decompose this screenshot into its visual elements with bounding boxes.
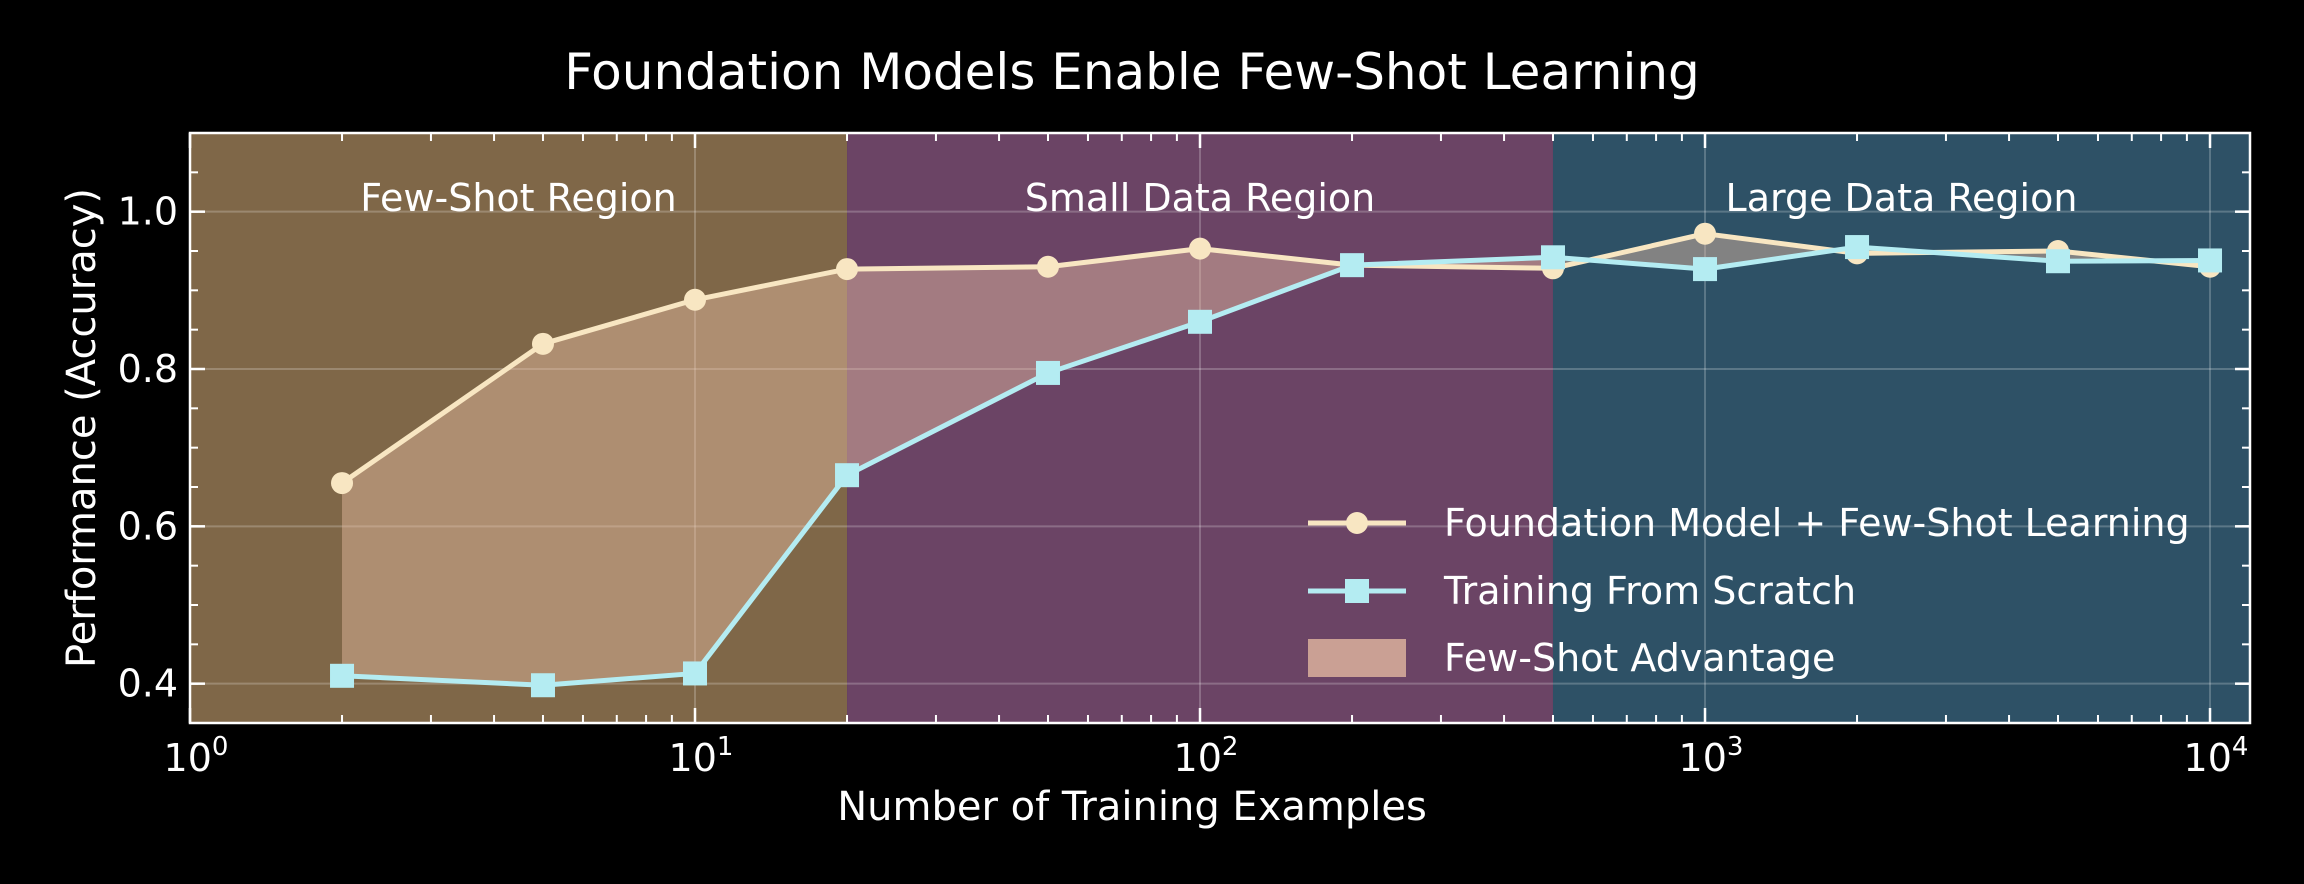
- chart-title: Foundation Models Enable Few-Shot Learni…: [564, 43, 1700, 101]
- x-tick-exponent: 4: [2232, 732, 2249, 762]
- y-axis-label: Performance (Accuracy): [59, 188, 105, 668]
- x-axis-label: Number of Training Examples: [837, 784, 1427, 830]
- region-label: Large Data Region: [1726, 176, 2078, 220]
- region-backgrounds: [190, 133, 2250, 723]
- training-from-scratch-point: [1845, 235, 1870, 260]
- legend-circle-marker: [1346, 512, 1368, 534]
- advantage-fill-layer: [342, 233, 2211, 686]
- x-tick-exponent: 3: [1727, 732, 1744, 762]
- training-from-scratch-point: [1340, 253, 1365, 278]
- foundation-model-point: [331, 472, 354, 495]
- x-tick-base: 10: [2184, 736, 2232, 780]
- foundation-model-point: [1694, 222, 1717, 245]
- legend-label: Few-Shot Advantage: [1444, 636, 1835, 680]
- region-band: [847, 133, 1553, 723]
- foundation-model-point: [531, 332, 554, 355]
- x-tick-label: 102: [1174, 732, 1239, 780]
- x-tick-label: 104: [2184, 732, 2249, 780]
- training-from-scratch-point: [530, 673, 555, 698]
- y-tick-label: 0.6: [118, 504, 178, 548]
- x-tick-label: 101: [669, 732, 734, 780]
- region-label-layer: Few-Shot Region Small Data Region Large Da…: [360, 176, 2077, 220]
- plot-border: [188, 131, 2252, 725]
- x-tick-base: 10: [669, 736, 717, 780]
- training-from-scratch-line: [341, 244, 2211, 688]
- legend-square-marker: [1345, 579, 1369, 603]
- region-label: Few-Shot Region: [360, 176, 676, 220]
- legend: Foundation Model + Few-Shot Learning Trai…: [1308, 501, 2190, 680]
- y-tick-label: 0.4: [118, 662, 178, 706]
- legend-fill-swatch: [1308, 639, 1406, 677]
- x-tick-base: 10: [164, 736, 212, 780]
- x-tick-label: 100: [164, 732, 229, 780]
- training-from-scratch-point: [2045, 249, 2070, 274]
- x-tick-base: 10: [1174, 736, 1222, 780]
- plot-frame: [188, 131, 2252, 725]
- training-from-scratch-point: [1035, 360, 1060, 385]
- x-tick-base: 10: [1679, 736, 1727, 780]
- foundation-model-point: [684, 288, 707, 311]
- series-layer: [330, 222, 2223, 698]
- x-tick-exponent: 1: [717, 732, 734, 762]
- training-from-scratch-point: [330, 663, 355, 688]
- few-shot-advantage-fill: [342, 233, 2211, 686]
- legend-label: Training From Scratch: [1443, 569, 1856, 613]
- x-tick-exponent: 2: [1222, 732, 1239, 762]
- training-from-scratch-point: [835, 463, 860, 488]
- x-tick-exponent: 0: [212, 732, 229, 762]
- y-tick-label: 1.0: [118, 190, 178, 234]
- foundation-model-point: [836, 258, 859, 281]
- training-from-scratch-point: [1188, 309, 1213, 334]
- region-label: Small Data Region: [1025, 176, 1376, 220]
- foundation-model-point: [1189, 237, 1212, 260]
- x-tick-label: 103: [1679, 732, 1744, 780]
- training-from-scratch-point: [1540, 245, 1565, 270]
- training-from-scratch-point: [2198, 248, 2223, 273]
- region-band: [1552, 133, 2250, 723]
- region-band: [190, 133, 848, 723]
- y-tick-label: 0.8: [118, 347, 178, 391]
- legend-label: Foundation Model + Few-Shot Learning: [1444, 501, 2190, 545]
- foundation-model-point: [1036, 255, 1059, 278]
- training-from-scratch-point: [683, 661, 708, 686]
- training-from-scratch-point: [1693, 257, 1718, 282]
- foundation-model-line: [340, 231, 2211, 486]
